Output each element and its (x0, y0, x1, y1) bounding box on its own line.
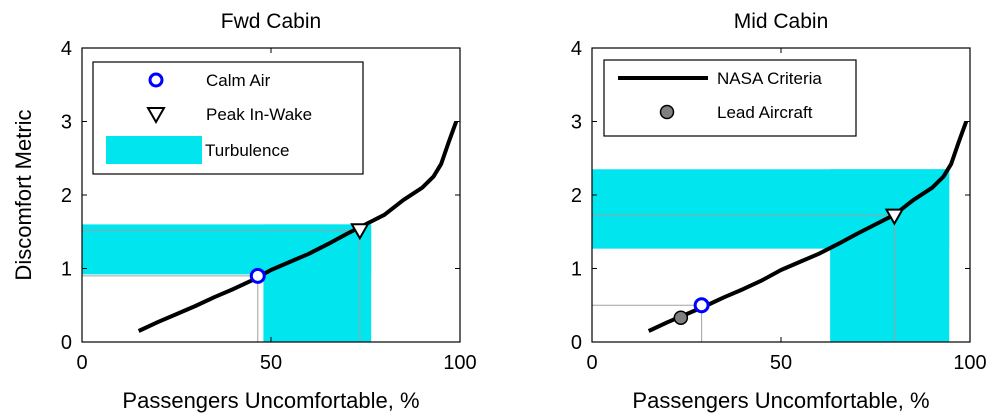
y-tick-label: 4 (61, 38, 72, 60)
x-tick-label: 0 (586, 352, 597, 374)
x-tick-label: 50 (770, 352, 792, 374)
mid-cabin-chart: 0 50 100 0 1 2 3 4 Mid Cabin Passengers Uncomfort… (571, 10, 987, 413)
legend-label: Turbulence (205, 141, 289, 160)
x-axis-label: Passengers Uncomfortable, % (632, 388, 929, 413)
legend: NASA Criteria Lead Aircraft (603, 59, 857, 137)
lead-aircraft-marker (673, 310, 689, 325)
legend-label: Lead Aircraft (717, 103, 813, 122)
y-tick-label: 1 (571, 259, 582, 281)
y-axis-label: Discomfort Metric (11, 109, 36, 280)
legend-box (603, 59, 857, 137)
x-tick-label: 100 (953, 352, 986, 374)
legend: Calm Air Peak In-Wake Turbulence (92, 61, 364, 175)
y-tick-label: 3 (61, 112, 72, 134)
chart-title: Mid Cabin (734, 10, 829, 33)
legend-label: Peak In-Wake (206, 105, 312, 124)
nasa-criteria-line (137, 120, 459, 333)
y-tick-label: 0 (61, 332, 72, 354)
legend-calm-air-swatch (148, 72, 164, 88)
y-tick-label: 2 (61, 185, 72, 207)
y-tick-label: 4 (571, 38, 582, 60)
turbulence-vertical-band (263, 224, 372, 342)
fwd-cabin-chart: 0 50 100 0 1 2 3 4 Fwd Cabin Passengers Uncomfort… (11, 10, 477, 413)
legend-label: Calm Air (206, 71, 271, 90)
x-tick-label: 50 (260, 352, 282, 374)
y-tick-label: 2 (571, 185, 582, 207)
peak-in-wake-marker (350, 223, 370, 241)
y-tick-label: 3 (571, 112, 582, 134)
legend-lead-aircraft-swatch (659, 104, 675, 120)
legend-label: NASA Criteria (717, 69, 822, 88)
x-axis-label: Passengers Uncomfortable, % (122, 388, 419, 413)
y-tick-label: 1 (61, 259, 72, 281)
calm-air-marker (693, 297, 710, 314)
turbulence-vertical-band (830, 169, 950, 342)
x-tick-label: 100 (443, 352, 476, 374)
y-tick-label: 0 (571, 332, 582, 354)
legend-turbulence-swatch (106, 136, 202, 164)
peak-in-wake-marker (884, 208, 905, 226)
x-tick-label: 0 (76, 352, 87, 374)
calm-air-marker (249, 267, 266, 284)
chart-title: Fwd Cabin (221, 10, 321, 33)
legend-peak-in-wake-swatch (146, 107, 166, 125)
